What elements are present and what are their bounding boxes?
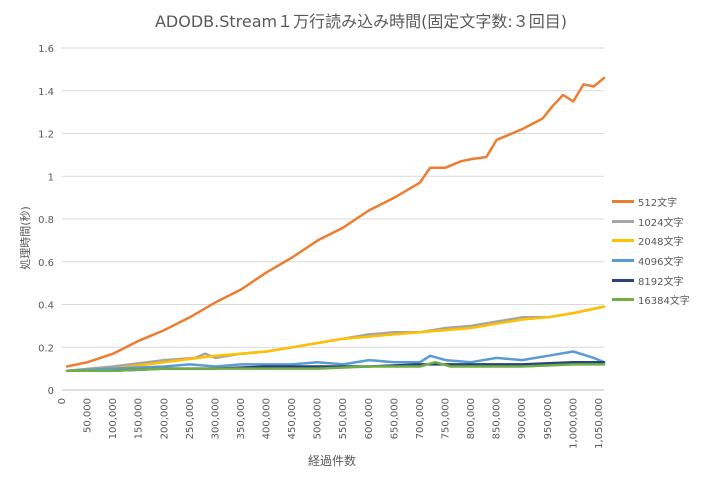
- legend-label: 8192文字: [638, 276, 684, 288]
- x-tick-label: 500,000: [313, 398, 324, 439]
- x-axis-label: 経過件数: [307, 454, 356, 468]
- legend-label: 4096文字: [638, 257, 684, 269]
- x-tick-label: 550,000: [338, 398, 349, 439]
- y-tick-label: 0.4: [38, 301, 54, 312]
- y-tick-label: 1: [48, 172, 54, 183]
- legend-swatch: [612, 278, 634, 282]
- y-tick-label: 1.2: [38, 130, 54, 141]
- legend-item: 512文字: [612, 192, 722, 212]
- x-tick-label: 600,000: [364, 398, 375, 439]
- y-tick-label: 0.6: [38, 258, 54, 269]
- x-tick-label: 850,000: [492, 398, 503, 439]
- legend-label: 512文字: [638, 198, 678, 210]
- legend-label: 1024文字: [638, 217, 684, 229]
- x-tick-label: 100,000: [108, 398, 119, 439]
- x-tick-label: 400,000: [262, 398, 273, 439]
- legend-label: 2048文字: [638, 237, 684, 249]
- x-tick-label: 700,000: [415, 398, 426, 439]
- y-tick-label: 0.8: [38, 215, 54, 226]
- legend-swatch: [612, 298, 634, 302]
- x-tick-label: 250,000: [185, 398, 196, 439]
- y-axis-label: 処理時間(秒): [19, 206, 32, 270]
- series-line-6: [65, 360, 606, 373]
- legend: 512文字 1024文字 2048文字 4096文字 8192文字 16384文字: [612, 192, 722, 310]
- x-tick-label: 50,000: [83, 398, 94, 433]
- legend-label: 16384文字: [638, 296, 690, 308]
- legend-item: 16384文字: [612, 290, 722, 310]
- x-tick-label: 950,000: [543, 398, 554, 439]
- chart-title: ADODB.Stream１万行読み込み時間(固定文字数:３回目): [154, 12, 567, 31]
- y-tick-label: 0.2: [38, 343, 54, 354]
- x-tick-label: 150,000: [134, 398, 145, 439]
- legend-swatch: [612, 200, 634, 204]
- y-tick-label: 0: [48, 386, 54, 397]
- x-tick-label: 900,000: [517, 398, 528, 439]
- series-line-3: [65, 305, 606, 373]
- x-tick-label: 450,000: [287, 398, 298, 439]
- x-tick-label: 1,050,000: [594, 398, 605, 449]
- y-tick-label: 1.4: [38, 87, 54, 98]
- x-tick-label: 200,000: [159, 398, 170, 439]
- x-tick-label: 350,000: [236, 398, 247, 439]
- series-line-4: [65, 350, 606, 373]
- legend-swatch: [612, 259, 634, 263]
- x-tick-label: 750,000: [440, 398, 451, 439]
- x-tick-label: 800,000: [466, 398, 477, 439]
- y-tick-label: 1.6: [38, 44, 54, 55]
- legend-item: 8192文字: [612, 270, 722, 290]
- legend-swatch: [612, 239, 634, 243]
- legend-swatch: [612, 219, 634, 223]
- legend-item: 1024文字: [612, 212, 722, 232]
- x-tick-label: 0: [57, 398, 68, 404]
- legend-item: 4096文字: [612, 251, 722, 271]
- x-tick-label: 650,000: [389, 398, 400, 439]
- x-tick-label: 1,000,000: [568, 398, 579, 449]
- series-line-1: [65, 76, 606, 368]
- legend-item: 2048文字: [612, 231, 722, 251]
- series-line-2: [65, 305, 606, 373]
- x-tick-label: 300,000: [210, 398, 221, 439]
